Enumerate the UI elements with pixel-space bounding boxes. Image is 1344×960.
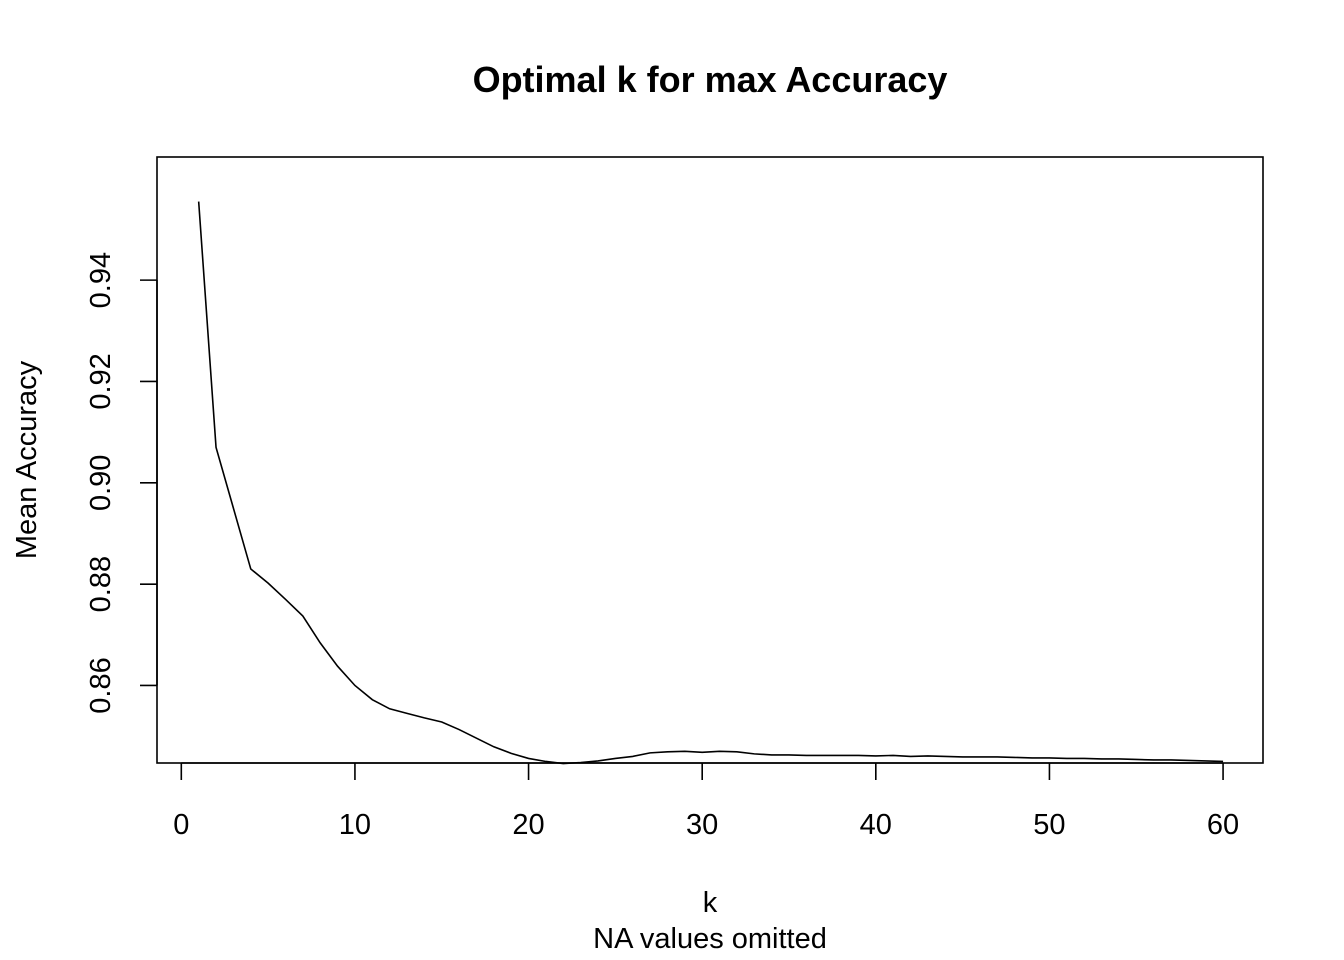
x-axis-subtitle: NA values omitted <box>593 923 827 955</box>
y-tick-label: 0.86 <box>85 657 117 713</box>
x-tick-label: 20 <box>512 809 544 841</box>
x-tick-label: 10 <box>339 809 371 841</box>
series-line <box>197 201 1224 765</box>
y-tick-label: 0.90 <box>85 455 117 511</box>
y-tick-label: 0.94 <box>85 252 117 308</box>
x-axis: 0 10 20 30 40 50 60 <box>173 762 1239 841</box>
x-tick-label: 50 <box>1033 809 1065 841</box>
x-tick-label: 60 <box>1207 809 1239 841</box>
x-axis-label: k <box>703 887 718 919</box>
plot-frame <box>156 156 1264 764</box>
x-tick-label: 30 <box>686 809 718 841</box>
y-axis-label: Mean Accuracy <box>11 360 43 559</box>
chart-title: Optimal k for max Accuracy <box>473 59 948 100</box>
y-tick-label: 0.92 <box>85 353 117 409</box>
y-axis: 0.86 0.88 0.90 0.92 0.94 <box>85 252 158 714</box>
y-tick-label: 0.88 <box>85 556 117 612</box>
x-tick-label: 0 <box>173 809 189 841</box>
x-tick-label: 40 <box>860 809 892 841</box>
